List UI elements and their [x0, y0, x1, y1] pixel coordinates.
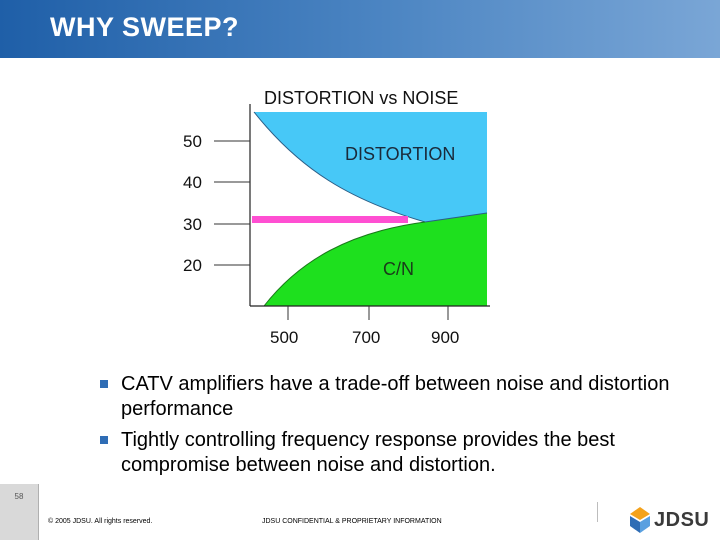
bullet-list: CATV amplifiers have a trade-off between… [100, 372, 700, 484]
y-ticks: 50 40 30 20 [183, 132, 250, 275]
copyright-text: © 2005 JDSU. All rights reserved. [48, 518, 153, 525]
cn-curve [263, 221, 426, 307]
bullet-square-icon [100, 380, 108, 388]
bullet-text: CATV amplifiers have a trade-off between… [121, 373, 670, 420]
bullet-item: CATV amplifiers have a trade-off between… [100, 372, 700, 422]
bullet-square-icon [100, 436, 108, 444]
x-tick-label: 900 [431, 328, 459, 347]
x-tick-label: 700 [352, 328, 380, 347]
slide-title: WHY SWEEP? [50, 12, 240, 42]
y-tick-label: 50 [183, 132, 202, 151]
distortion-curve [253, 111, 488, 223]
confidential-text: JDSU CONFIDENTIAL & PROPRIETARY INFORMAT… [262, 518, 442, 525]
y-tick-label: 40 [183, 173, 202, 192]
cn-region-label: C/N [383, 259, 414, 279]
bullet-text: Tightly controlling frequency response p… [121, 429, 615, 476]
y-tick-label: 20 [183, 256, 202, 275]
x-tick-label: 500 [270, 328, 298, 347]
page-number-box [0, 484, 39, 540]
chart-title: DISTORTION vs NOISE [264, 88, 458, 108]
jdsu-logo-mark-icon [630, 507, 650, 533]
logo-text: JDSU [654, 509, 710, 531]
cn-region [264, 213, 487, 306]
x-ticks: 500 700 900 [270, 306, 459, 347]
distortion-region [254, 112, 487, 222]
title-bar: WHY SWEEP? [0, 0, 720, 58]
page-number: 58 [14, 492, 24, 501]
optimal-level-bar [252, 216, 408, 223]
footer-divider [597, 502, 598, 522]
distortion-region-label: DISTORTION [345, 144, 455, 164]
bullet-item: Tightly controlling frequency response p… [100, 428, 700, 478]
y-tick-label: 30 [183, 215, 202, 234]
